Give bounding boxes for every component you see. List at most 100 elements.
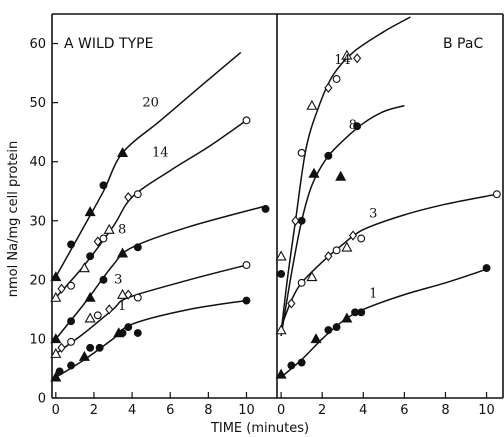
data-point (55, 367, 64, 376)
data-point (242, 116, 251, 125)
data-point (117, 147, 129, 158)
series-label: 14 (152, 146, 169, 161)
data-point (57, 342, 66, 353)
data-point (332, 323, 341, 332)
data-point (124, 192, 133, 203)
data-point (261, 205, 270, 213)
series-label: 1 (118, 299, 126, 314)
x-tick-label: 0 (52, 403, 60, 418)
series-curve-1 (280, 268, 487, 378)
data-point (341, 312, 353, 323)
data-point (103, 223, 115, 234)
data-point (50, 347, 62, 358)
data-point (118, 329, 127, 337)
data-point (78, 262, 90, 273)
data-point (297, 216, 306, 225)
series-label: 1 (369, 286, 377, 301)
data-point (287, 298, 296, 309)
data-point (332, 75, 341, 83)
data-point (275, 250, 287, 261)
data-point (341, 49, 353, 60)
data-point (78, 350, 90, 361)
x-tick-label: 4 (128, 403, 136, 418)
data-point (306, 99, 318, 110)
data-point (57, 283, 66, 294)
series-curve-3 (280, 193, 497, 328)
data-point (324, 326, 333, 335)
data-point (324, 82, 333, 93)
data-point (353, 53, 362, 64)
series-curve-20 (55, 51, 242, 278)
series-curve-14 (280, 16, 411, 334)
y-tick-label: 40 (29, 155, 46, 170)
data-point (357, 234, 366, 243)
data-point (50, 333, 62, 344)
y-tick-label: 30 (29, 214, 46, 229)
y-tick-label: 50 (29, 96, 46, 111)
data-point (67, 281, 76, 290)
data-point (324, 151, 333, 160)
data-point (50, 271, 62, 282)
data-point (67, 240, 76, 249)
data-point (99, 234, 108, 243)
y-tick-label: 60 (29, 37, 46, 52)
data-point (133, 293, 142, 302)
data-point (105, 304, 114, 315)
y-tick-label: 0 (38, 392, 46, 407)
data-point (482, 264, 491, 272)
points-layer (50, 49, 501, 382)
data-point (67, 337, 76, 346)
data-point (86, 252, 95, 261)
data-point (133, 329, 142, 337)
data-point (492, 190, 501, 199)
data-point (275, 368, 287, 379)
data-point (67, 361, 76, 370)
data-point (297, 148, 306, 157)
data-point (348, 230, 358, 241)
data-point (124, 289, 133, 300)
panel-a-title: A WILD TYPE (64, 36, 153, 52)
axes-layer (51, 13, 504, 399)
x-tick-label: 10 (238, 403, 255, 418)
data-point (133, 243, 142, 252)
data-point (324, 251, 333, 262)
data-point (133, 190, 142, 199)
data-point (306, 271, 318, 282)
data-point (310, 333, 322, 344)
data-point (297, 358, 306, 367)
series-label: 3 (369, 207, 377, 222)
data-point (84, 312, 96, 323)
y-tick-label: 10 (29, 332, 46, 347)
panel-b-title: B PaC (443, 36, 483, 52)
x-tick-label: 2 (90, 403, 98, 418)
x-tick-label: 10 (478, 403, 495, 418)
y-axis-label: nmol Na/mg cell protein (6, 141, 21, 297)
data-point (99, 181, 108, 190)
x-tick-label: 2 (318, 403, 326, 418)
data-point (341, 241, 353, 252)
data-point (335, 170, 347, 181)
data-point (275, 324, 287, 335)
x-tick-label: 0 (277, 403, 285, 418)
labels-layer: A WILD TYPE B PaC TIME (minutes) nmol Na… (6, 36, 495, 436)
data-point (50, 291, 62, 302)
data-point (50, 371, 62, 382)
series-label: 8 (349, 118, 357, 133)
data-point (308, 167, 320, 178)
data-point (93, 311, 102, 320)
series-label: 14 (334, 53, 351, 68)
x-axis-label: TIME (minutes) (210, 421, 309, 436)
data-point (84, 206, 96, 217)
data-point (86, 343, 95, 352)
y-tick-label: 20 (29, 273, 46, 288)
series-label: 20 (142, 95, 159, 110)
data-point (277, 269, 286, 278)
series-label: 8 (118, 222, 126, 237)
data-point (99, 275, 108, 284)
series-curve-3 (55, 264, 247, 355)
data-point (117, 247, 129, 258)
series-label: 3 (114, 273, 122, 288)
data-point (291, 215, 300, 226)
data-point (84, 291, 96, 302)
